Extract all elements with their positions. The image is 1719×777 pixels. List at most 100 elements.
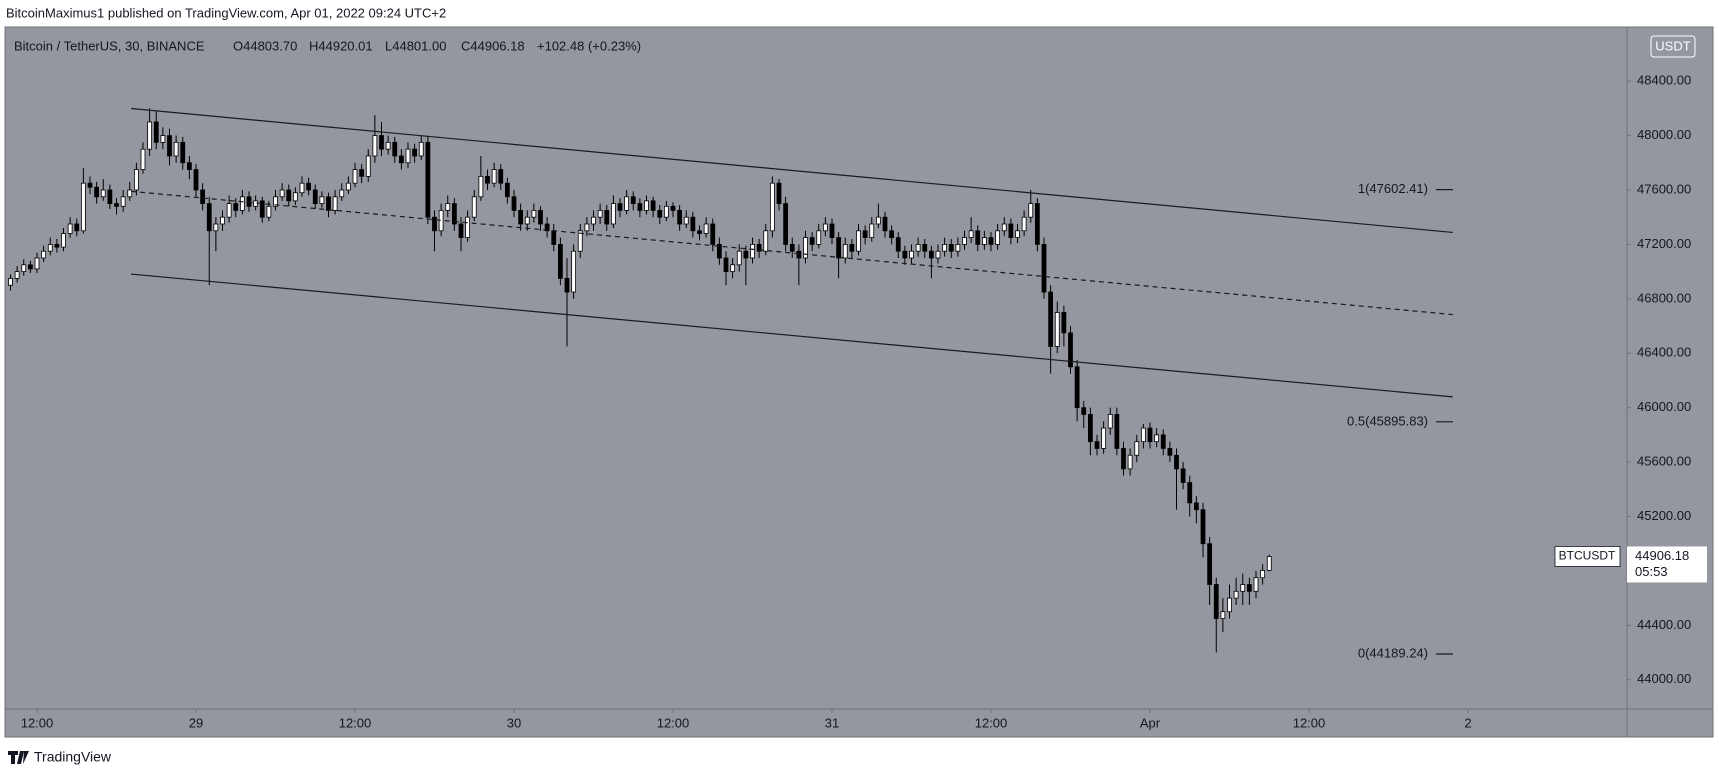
candle-body [955, 244, 961, 252]
candle-body [385, 141, 391, 150]
candle-body [769, 182, 775, 232]
candle-body [147, 121, 153, 150]
countdown: 05:53 [1635, 564, 1668, 579]
candle-body [816, 230, 822, 245]
candle-body [27, 264, 33, 270]
candle-body [1140, 427, 1146, 443]
candle-body [783, 203, 789, 245]
candle-body [703, 223, 709, 234]
candle-body [829, 223, 835, 238]
candle-body [1233, 590, 1239, 599]
candle-body [1008, 223, 1014, 238]
x-tick-label: 31 [825, 715, 839, 730]
legend-close: C44906.18 [461, 38, 525, 53]
candle-body [551, 230, 557, 245]
candle-body [571, 250, 577, 293]
candle-body [895, 237, 901, 252]
candle-body [610, 203, 616, 225]
candle-body [809, 237, 815, 245]
candle-body [206, 203, 212, 232]
logo-icon [8, 751, 29, 764]
symbol-tag-box [1554, 546, 1621, 567]
candle-body [398, 155, 404, 164]
price-tag-box [1627, 546, 1707, 583]
candle-body [995, 230, 1001, 245]
candle-body [94, 186, 100, 198]
candle-body [8, 278, 13, 286]
candle-body [226, 203, 232, 218]
candle-body [756, 244, 762, 252]
candle-body [730, 264, 736, 273]
candle-body [922, 244, 928, 252]
candle-body [279, 189, 285, 198]
candle-body [663, 205, 669, 218]
candle-body [61, 233, 66, 248]
candle-body [577, 230, 583, 252]
candle-body [875, 216, 881, 225]
candle-body [544, 223, 550, 232]
y-tick-label: 45200.00 [1637, 508, 1691, 523]
candle-body [173, 141, 179, 157]
candle-body [14, 271, 20, 279]
candle-body [1107, 414, 1113, 429]
candle-body [975, 230, 981, 245]
candle-body [412, 148, 418, 157]
x-tick-label: 12:00 [339, 715, 372, 730]
candle-body [968, 230, 974, 238]
candle-body [716, 244, 722, 259]
candle-body [465, 216, 471, 238]
candle-body [167, 135, 172, 157]
candle-body [942, 244, 948, 252]
candle-body [988, 237, 994, 245]
candle-body [54, 244, 60, 248]
x-tick-label: 12:00 [657, 715, 690, 730]
candle-body [326, 196, 331, 211]
price-tag: 44906.18 [1635, 548, 1689, 563]
candle-body [1034, 203, 1040, 245]
candle-body [80, 182, 86, 232]
candle-body [1260, 570, 1266, 579]
candle-body [1074, 366, 1080, 409]
candle-body [710, 223, 716, 245]
candle-body [1048, 291, 1054, 347]
candle-body [239, 196, 245, 211]
candle-body [524, 216, 530, 225]
currency-button[interactable] [1650, 35, 1696, 58]
candle-body [1061, 312, 1067, 334]
candle-body [836, 237, 842, 259]
candle-body [47, 244, 53, 252]
candle-body [160, 135, 166, 143]
candle-body [87, 182, 93, 188]
candle-body [630, 196, 636, 204]
candle-body [1174, 454, 1179, 470]
candle-body [372, 135, 378, 157]
candle-body [1101, 427, 1107, 449]
candle-body [345, 182, 351, 191]
candle-body [458, 223, 464, 238]
candle-body [491, 169, 497, 184]
candle-body [266, 205, 272, 218]
chart-bg [4, 26, 1714, 738]
candle-body [1187, 482, 1193, 504]
candle-body [193, 169, 199, 191]
currency[interactable]: USDT [1655, 38, 1690, 53]
candle-body [1028, 203, 1034, 218]
candle-body [1213, 584, 1219, 619]
candle-body [677, 209, 683, 225]
candle-body [617, 203, 623, 211]
candle-body [657, 209, 663, 218]
candle-body [690, 216, 696, 232]
candle-body [213, 223, 219, 232]
candle-body [889, 230, 895, 238]
candle-body [312, 189, 318, 204]
candle-body [849, 244, 855, 252]
candle-body [1087, 414, 1093, 443]
candle-body [531, 209, 537, 218]
candle-body [445, 203, 451, 211]
candle-body [286, 189, 292, 202]
candle-body [1246, 584, 1252, 592]
candle-body [597, 209, 603, 218]
candle-body [736, 250, 742, 266]
candle-body [1121, 448, 1126, 470]
symbol-tag: BTCUSDT [1559, 549, 1616, 563]
